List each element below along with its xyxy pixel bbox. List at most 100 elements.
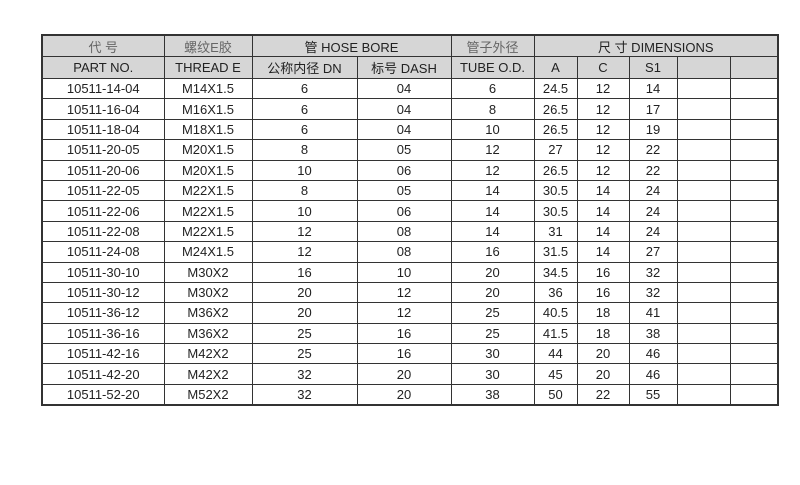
cell-dn: 25 — [251, 322, 358, 345]
header-hose-bore: 管 HOSE BORE — [251, 34, 452, 57]
cell-s1: 27 — [628, 241, 678, 263]
cell-thread: M22X1.5 — [163, 179, 253, 202]
cell-c: 12 — [576, 98, 630, 120]
cell-thread: M36X2 — [163, 322, 253, 345]
table-row: 10511-16-04 M16X1.5 6 04 8 26.5 12 17 — [41, 98, 779, 120]
cell-a: 50 — [533, 383, 578, 406]
cell-blank — [729, 98, 779, 120]
cell-s1: 24 — [628, 200, 678, 222]
cell-dash: 20 — [356, 383, 452, 406]
table-row: 10511-52-20 M52X2 32 20 38 50 22 55 — [41, 383, 779, 406]
cell-blank — [676, 261, 731, 283]
cell-tube-od: 20 — [450, 261, 535, 283]
cell-s1: 19 — [628, 118, 678, 141]
cell-a: 40.5 — [533, 302, 578, 324]
cell-thread: M20X1.5 — [163, 139, 253, 161]
cell-a: 24.5 — [533, 77, 578, 100]
cell-blank — [729, 200, 779, 222]
cell-dn: 6 — [251, 118, 358, 141]
cell-part-no: 10511-14-04 — [41, 77, 165, 100]
cell-blank — [729, 139, 779, 161]
cell-blank — [729, 77, 779, 100]
cell-c: 18 — [576, 322, 630, 345]
table-row: 10511-30-10 M30X2 16 10 20 34.5 16 32 — [41, 261, 779, 283]
cell-thread: M30X2 — [163, 281, 253, 304]
cell-tube-od: 12 — [450, 159, 535, 181]
cell-dn: 12 — [251, 241, 358, 263]
cell-s1: 22 — [628, 139, 678, 161]
cell-blank — [729, 322, 779, 345]
cell-a: 31 — [533, 220, 578, 243]
cell-blank — [729, 302, 779, 324]
cell-part-no: 10511-30-12 — [41, 281, 165, 304]
header-a: A — [533, 56, 578, 79]
cell-blank — [676, 322, 731, 345]
table-row: 10511-22-06 M22X1.5 10 06 14 30.5 14 24 — [41, 200, 779, 222]
cell-blank — [729, 261, 779, 283]
cell-blank — [676, 281, 731, 304]
cell-dash: 10 — [356, 261, 452, 283]
cell-dn: 20 — [251, 302, 358, 324]
cell-dash: 04 — [356, 118, 452, 141]
cell-c: 20 — [576, 343, 630, 365]
cell-dn: 8 — [251, 179, 358, 202]
cell-thread: M16X1.5 — [163, 98, 253, 120]
cell-part-no: 10511-20-05 — [41, 139, 165, 161]
cell-part-no: 10511-18-04 — [41, 118, 165, 141]
header-tube-od-cn: 管子外径 — [450, 34, 535, 57]
cell-thread: M18X1.5 — [163, 118, 253, 141]
cell-thread: M22X1.5 — [163, 200, 253, 222]
cell-dash: 04 — [356, 98, 452, 120]
cell-tube-od: 38 — [450, 383, 535, 406]
cell-a: 44 — [533, 343, 578, 365]
cell-dash: 06 — [356, 200, 452, 222]
cell-part-no: 10511-22-06 — [41, 200, 165, 222]
cell-c: 12 — [576, 118, 630, 141]
cell-a: 26.5 — [533, 118, 578, 141]
cell-s1: 46 — [628, 363, 678, 385]
cell-c: 16 — [576, 261, 630, 283]
cell-blank — [729, 159, 779, 181]
cell-dn: 32 — [251, 383, 358, 406]
dimensions-table: 代 号 螺纹E胶 管 HOSE BORE 管子外径 尺 寸 DIMENSIONS… — [41, 34, 779, 407]
cell-blank — [729, 220, 779, 243]
cell-a: 36 — [533, 281, 578, 304]
cell-part-no: 10511-16-04 — [41, 98, 165, 120]
cell-thread: M36X2 — [163, 302, 253, 324]
table-row: 10511-42-20 M42X2 32 20 30 45 20 46 — [41, 363, 779, 385]
cell-part-no: 10511-36-16 — [41, 322, 165, 345]
table-row: 10511-36-16 M36X2 25 16 25 41.5 18 38 — [41, 322, 779, 345]
cell-c: 14 — [576, 220, 630, 243]
table-row: 10511-24-08 M24X1.5 12 08 16 31.5 14 27 — [41, 241, 779, 263]
cell-part-no: 10511-42-16 — [41, 343, 165, 365]
cell-tube-od: 16 — [450, 241, 535, 263]
cell-blank — [676, 220, 731, 243]
cell-c: 16 — [576, 281, 630, 304]
cell-c: 12 — [576, 159, 630, 181]
cell-part-no: 10511-36-12 — [41, 302, 165, 324]
table-row: 10511-36-12 M36X2 20 12 25 40.5 18 41 — [41, 302, 779, 324]
cell-dash: 06 — [356, 159, 452, 181]
cell-tube-od: 20 — [450, 281, 535, 304]
cell-tube-od: 14 — [450, 179, 535, 202]
cell-part-no: 10511-24-08 — [41, 241, 165, 263]
cell-a: 27 — [533, 139, 578, 161]
cell-s1: 17 — [628, 98, 678, 120]
cell-s1: 24 — [628, 220, 678, 243]
cell-s1: 32 — [628, 261, 678, 283]
cell-a: 41.5 — [533, 322, 578, 345]
cell-dash: 05 — [356, 139, 452, 161]
cell-s1: 14 — [628, 77, 678, 100]
cell-tube-od: 25 — [450, 322, 535, 345]
cell-dn: 8 — [251, 139, 358, 161]
header-blank — [676, 56, 731, 79]
cell-tube-od: 6 — [450, 77, 535, 100]
table-row: 10511-20-06 M20X1.5 10 06 12 26.5 12 22 — [41, 159, 779, 181]
cell-c: 22 — [576, 383, 630, 406]
cell-s1: 55 — [628, 383, 678, 406]
cell-blank — [729, 343, 779, 365]
cell-dash: 04 — [356, 77, 452, 100]
cell-blank — [729, 118, 779, 141]
cell-tube-od: 30 — [450, 363, 535, 385]
cell-blank — [676, 302, 731, 324]
